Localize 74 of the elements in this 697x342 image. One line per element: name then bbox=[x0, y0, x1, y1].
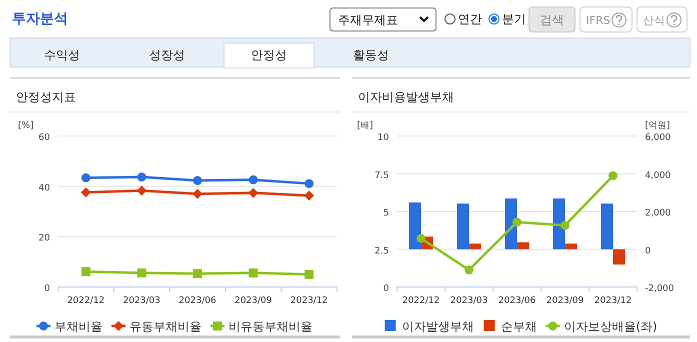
point bbox=[608, 171, 618, 180]
y-tick-label: 0 bbox=[44, 284, 50, 294]
y-tick-label: 20 bbox=[38, 234, 50, 244]
x-tick-label: 2023/12 bbox=[290, 296, 328, 306]
x-tick-label: 2023/06 bbox=[498, 296, 536, 306]
point bbox=[193, 176, 202, 186]
x-tick-label: 2023/09 bbox=[234, 296, 272, 306]
legend-label: 비유동부채비율 bbox=[228, 320, 312, 334]
point bbox=[137, 172, 146, 182]
text: IFRS bbox=[586, 14, 610, 27]
text: 활동성 bbox=[353, 48, 389, 62]
chart-title: 이자비용발생부채 bbox=[358, 90, 454, 104]
point bbox=[248, 268, 258, 278]
y-axis-title: [%] bbox=[18, 121, 34, 131]
y2-axis-title: [억원] bbox=[645, 121, 670, 131]
bar bbox=[469, 244, 481, 250]
point bbox=[464, 265, 474, 274]
chart-title: 안정성지표 bbox=[16, 90, 76, 104]
text: 수익성 bbox=[44, 48, 80, 62]
x-tick-label: 2023/09 bbox=[546, 296, 584, 306]
text: 투자분석 bbox=[12, 11, 68, 27]
y2-tick-label: 6,000 bbox=[645, 133, 672, 143]
point bbox=[248, 175, 258, 184]
text: 연간 bbox=[458, 12, 482, 26]
point bbox=[81, 173, 90, 182]
legend-label: 이자보상배율(좌) bbox=[564, 320, 658, 334]
y-tick-label: 2.5 bbox=[374, 246, 389, 256]
point bbox=[304, 190, 314, 201]
y2-tick-label: 2,000 bbox=[645, 208, 672, 218]
bar bbox=[409, 202, 421, 250]
point bbox=[80, 187, 91, 198]
y2-tick-label: 4,000 bbox=[645, 170, 672, 181]
point bbox=[560, 220, 570, 230]
y-tick-label: 0 bbox=[383, 284, 390, 294]
text: 안정성 bbox=[251, 48, 287, 62]
x-tick-label: 2022/12 bbox=[67, 296, 105, 306]
y-tick-label: 10 bbox=[378, 133, 390, 143]
y-tick-label: 40 bbox=[38, 183, 50, 194]
point bbox=[304, 270, 314, 279]
bar bbox=[553, 198, 565, 250]
bar bbox=[517, 242, 529, 250]
text: 주재무제표 bbox=[338, 13, 398, 27]
point bbox=[136, 186, 147, 196]
x-tick-label: 2023/06 bbox=[178, 296, 216, 306]
text: 분기 bbox=[502, 12, 526, 26]
legend-label: 유동부채비율 bbox=[130, 320, 202, 334]
point bbox=[248, 188, 258, 198]
x-tick-label: 2023/03 bbox=[123, 296, 160, 306]
y-tick-label: 60 bbox=[38, 133, 50, 143]
legend-label: 부채비율 bbox=[54, 320, 102, 334]
point bbox=[137, 268, 146, 278]
bar bbox=[565, 244, 577, 250]
y2-tick-label: 0 bbox=[645, 246, 651, 256]
bar bbox=[601, 204, 613, 250]
text: 성장성 bbox=[149, 48, 185, 62]
y2-tick-label: -2,000 bbox=[645, 284, 674, 294]
point bbox=[416, 234, 426, 243]
legend-label: 순부채 bbox=[500, 320, 537, 334]
bar bbox=[457, 204, 469, 250]
legend-label: 이자발생부채 bbox=[402, 320, 474, 334]
text: 검색 bbox=[540, 13, 564, 27]
x-tick-label: 2023/03 bbox=[450, 296, 488, 306]
point bbox=[81, 267, 90, 276]
x-tick-label: 2022/12 bbox=[402, 296, 440, 306]
bar bbox=[613, 249, 625, 265]
x-tick-label: 2023/12 bbox=[594, 296, 632, 306]
y-tick-label: 5 bbox=[383, 208, 389, 218]
y-axis-title: [배] bbox=[357, 121, 374, 131]
y-tick-label: 7.5 bbox=[374, 170, 389, 181]
point bbox=[512, 218, 522, 227]
point bbox=[193, 269, 202, 278]
text: 산식 bbox=[643, 14, 665, 27]
point bbox=[304, 179, 314, 188]
point bbox=[192, 188, 202, 199]
